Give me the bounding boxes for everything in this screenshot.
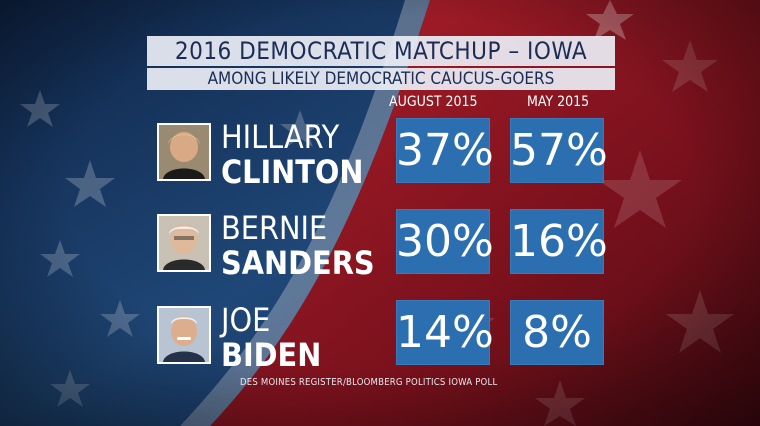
value-biden-may: 8% (510, 300, 604, 365)
candidate-photo-sanders (157, 214, 211, 272)
chart-subtitle: AMONG LIKELY DEMOCRATIC CAUCUS-GOERS (147, 68, 615, 90)
value-clinton-may: 57% (510, 118, 608, 183)
value-sanders-may: 16% (510, 209, 608, 274)
candidate-sanders: BERNIE SANDERS (157, 210, 387, 282)
candidate-biden: JOE BIDEN (157, 302, 387, 374)
candidate-photo-biden (157, 306, 211, 364)
candidate-last-name: SANDERS (221, 244, 375, 282)
candidate-clinton: HILLARY CLINTON (157, 119, 387, 191)
value-clinton-august: 37% (396, 118, 494, 183)
candidate-first-name: BERNIE (221, 209, 328, 247)
candidate-first-name: JOE (221, 301, 271, 339)
portrait-icon (159, 125, 209, 179)
candidate-first-name: HILLARY (221, 118, 340, 156)
source-note: DES MOINES REGISTER/BLOOMBERG POLITICS I… (240, 377, 498, 388)
chart-title: 2016 DEMOCRATIC MATCHUP – IOWA (147, 36, 615, 66)
value-biden-august: 14% (396, 300, 494, 365)
candidate-photo-clinton (157, 123, 211, 181)
candidate-last-name: BIDEN (221, 336, 322, 374)
portrait-icon (159, 216, 209, 270)
portrait-icon (159, 308, 209, 362)
value-sanders-august: 30% (396, 209, 494, 274)
column-header-may: MAY 2015 (527, 94, 590, 110)
candidate-last-name: CLINTON (221, 153, 364, 191)
column-header-august: AUGUST 2015 (389, 94, 478, 110)
